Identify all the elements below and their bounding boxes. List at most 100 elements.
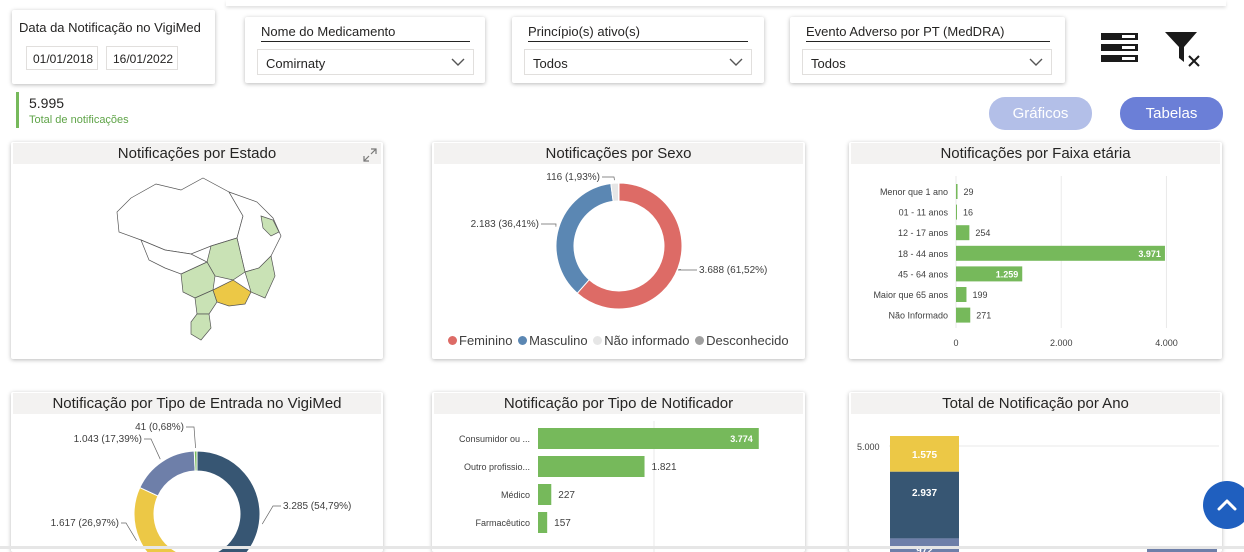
entrada-slice-3 [193,450,198,472]
principio-filter-card: Princípio(s) ativo(s) Todos [512,17,764,83]
kpi-value: 5.995 [29,95,65,111]
top-strip [226,0,1226,6]
notif-category-2: Médico [501,490,530,500]
faixa-bar-2 [956,225,970,241]
entrada-slice-2 [139,450,196,497]
map-state-outline [140,239,208,275]
entrada-label-3: 41 (0,68%) [135,422,184,433]
bottom-scrollbar[interactable] [0,546,1244,549]
map-state-green-5 [194,289,218,315]
entrada-label-0: 3.285 (54,79%) [283,501,351,512]
faixa-category-4: 45 - 64 anos [898,269,949,279]
entrada-title: Notificação por Tipo de Entrada no VigiM… [13,393,381,414]
faixa-value-1: 16 [963,208,973,218]
legend-item-nao-informado[interactable]: Não informado [593,333,690,348]
faixa-tick-label-1: 2.000 [1050,338,1073,348]
date-filter-label: Data da Notificação no VigiMed [19,20,201,35]
end-date-input[interactable]: 16/01/2022 [106,46,178,70]
start-date-input[interactable]: 01/01/2018 [26,46,98,70]
medicamento-select[interactable]: Comirnaty [257,49,474,75]
faixa-bar-4 [956,266,1023,282]
faixa-value-4: 1.259 [996,269,1019,279]
sexo-leader-2 [602,176,615,181]
faixa-bar-chart: 0 2.000 4.000 Menor que 1 ano 29 01 - 11 anos… [873,176,1178,348]
chevron-down-icon [451,58,465,66]
faixa-category-0: Menor que 1 ano [880,187,948,197]
map-state-yellow [212,279,252,307]
faixa-category-5: Maior que 65 anos [873,290,948,300]
principio-select[interactable]: Todos [524,49,752,75]
ano-segment-label-1: 2.937 [912,488,937,499]
scroll-top-button[interactable] [1203,481,1244,529]
entrada-slice-1 [133,486,179,552]
faixa-category-1: 01 - 11 anos [899,208,949,218]
evento-select[interactable]: Todos [802,49,1052,75]
entrada-leader-3 [186,426,196,449]
notificador-title: Notificação por Tipo de Notificador [434,393,803,414]
chevron-up-icon [1217,499,1237,511]
entrada-card: Notificação por Tipo de Entrada no VigiM… [11,392,383,552]
ano-tick-label-0: 5.000 [857,442,880,452]
faixa-bar-0 [956,184,958,199]
brazil-map[interactable] [111,176,301,346]
entrada-label-1: 1.617 (26,97%) [51,518,119,529]
evento-value: Todos [811,56,846,71]
faixa-value-0: 29 [964,187,974,197]
sexo-legend: Feminino Masculino Não informado Desconh… [448,333,789,348]
sexo-title: Notificações por Sexo [434,143,803,164]
entrada-leader-0 [261,505,281,525]
sexo-leader-0 [677,269,697,271]
map-state-green-6 [190,313,212,341]
faixa-category-2: 12 - 17 anos [898,228,949,238]
notif-bar-3 [538,512,548,533]
clear-filter-icon[interactable] [1164,30,1204,70]
faixa-tick-label-0: 0 [953,338,958,348]
sexo-leader-1 [541,223,557,227]
ano-segment-1 [890,471,959,539]
notif-category-3: Farmacêutico [475,518,530,528]
entrada-label-2: 1.043 (17,39%) [74,434,142,445]
medicamento-filter-card: Nome do Medicamento Comirnaty [245,17,485,83]
sexo-slice-0 [576,182,683,310]
principio-value: Todos [533,56,568,71]
faixa-bar-1 [956,204,957,220]
legend-item-desconhecido[interactable]: Desconhecido [695,333,789,348]
notif-value-2: 227 [558,490,575,501]
notif-bar-0 [538,428,759,449]
faixa-value-5: 199 [972,290,987,300]
medicamento-filter-label: Nome do Medicamento [261,24,470,42]
faixa-category-6: Não Informado [888,311,948,321]
evento-filter-label: Evento Adverso por PT (MedDRA) [806,24,1050,42]
sexo-slice-1 [555,182,614,294]
evento-filter-card: Evento Adverso por PT (MedDRA) Todos [790,17,1065,83]
entrada-donut-chart: 3.285 (54,79%) 1.617 (26,97%) 1.043 (17,39… [51,422,351,552]
medicamento-value: Comirnaty [266,56,326,71]
table-layout-icon[interactable] [1100,32,1140,64]
principio-filter-label: Princípio(s) ativo(s) [528,24,748,42]
tabelas-button[interactable]: Tabelas [1120,97,1223,130]
expand-icon[interactable] [363,148,377,162]
sexo-label-0: 3.688 (61,52%) [699,265,767,276]
faixa-value-3: 3.971 [1138,249,1161,259]
notif-category-0: Consumidor ou ... [459,434,530,444]
faixa-category-3: 18 - 44 anos [898,249,949,259]
legend-item-masculino[interactable]: Masculino [518,333,588,348]
ano-card: Total de Notificação por Ano 5.000 1.575 2… [849,392,1222,552]
entrada-leader-1 [121,522,137,541]
graficos-button[interactable]: Gráficos [989,97,1092,130]
notif-value-0: 3.774 [730,434,753,444]
date-filter-card: Data da Notificação no VigiMed 01/01/201… [12,10,215,84]
legend-item-feminino[interactable]: Feminino [448,333,512,348]
chevron-down-icon [729,58,743,66]
ano-title: Total de Notificação por Ano [851,393,1220,414]
faixa-bar-6 [956,307,971,323]
faixa-bar-5 [956,287,967,302]
notif-value-1: 1.821 [652,462,677,473]
faixa-title: Notificações por Faixa etária [851,143,1220,164]
notif-bar-2 [538,484,552,505]
faixa-value-6: 271 [976,311,991,321]
notif-bar-1 [538,456,645,477]
entrada-leader-2 [144,438,161,460]
ano-segment-label-0: 1.575 [912,450,937,461]
